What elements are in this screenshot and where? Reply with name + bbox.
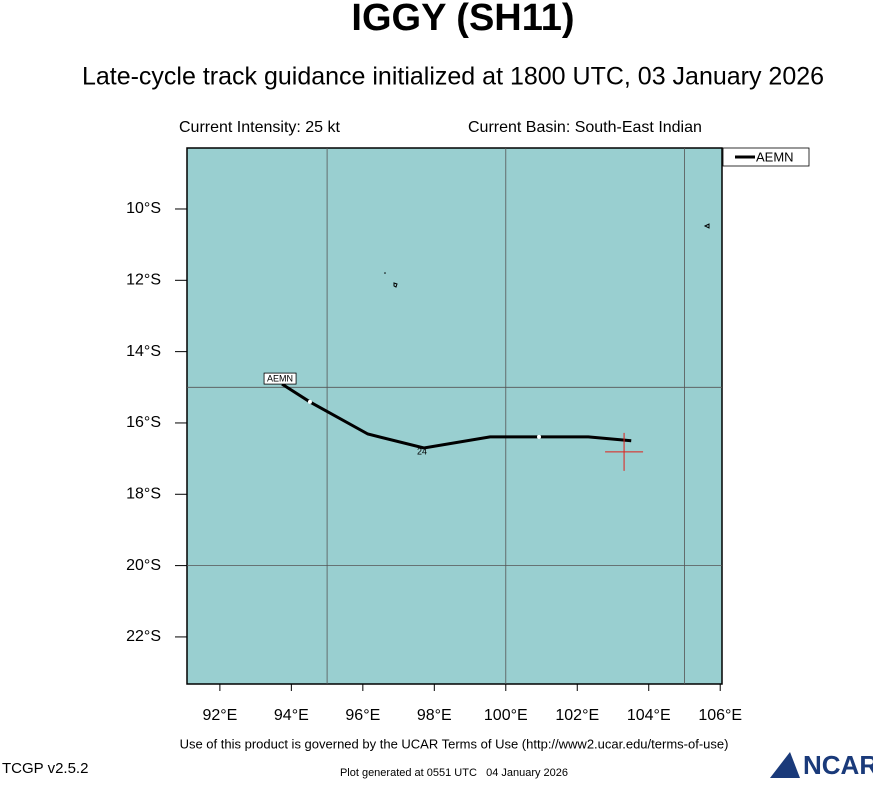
island [393,282,398,288]
logo-text: NCAR [803,750,873,780]
annotation: 24 [417,446,427,456]
generated: Plot generated at 0551 UTC 04 January 20… [340,767,568,779]
island [384,272,386,274]
y-tick-label: 20°S [126,557,161,574]
track-label: AEMN [267,373,293,383]
x-tick-label: 104°E [627,707,671,724]
x-tick-label: 98°E [417,707,452,724]
track-marker [307,399,312,404]
track [281,382,632,450]
y-tick-label: 14°S [126,343,161,360]
x-tick-label: 96°E [345,707,380,724]
version: TCGP v2.5.2 [2,760,88,777]
title: IGGY (SH11) [351,0,574,39]
x-tick-label: 94°E [274,707,309,724]
y-tick-label: 18°S [126,485,161,502]
subtitle: Late-cycle track guidance initialized at… [82,63,824,91]
current-position [605,432,644,471]
island [703,223,710,229]
y-tick-label: 16°S [126,414,161,431]
legend-box [722,147,810,167]
y-tick-label: 22°S [126,628,161,645]
y-tick-label: 10°S [126,200,161,217]
x-tick-label: 92°E [202,707,237,724]
legend-label: AEMN [756,149,794,164]
basin: Current Basin: South-East Indian [468,119,702,136]
footer: Use of this product is governed by the U… [180,736,729,751]
ocean [186,147,723,685]
intensity: Current Intensity: 25 kt [179,119,341,136]
x-tick-label: 106°E [698,707,742,724]
x-tick-label: 100°E [484,707,528,724]
track-marker [537,434,542,439]
y-tick-label: 12°S [126,272,161,289]
logo-mark [770,752,800,778]
logo: NCAR [770,750,873,780]
track-label-box [263,372,297,385]
x-tick-label: 102°E [555,707,599,724]
